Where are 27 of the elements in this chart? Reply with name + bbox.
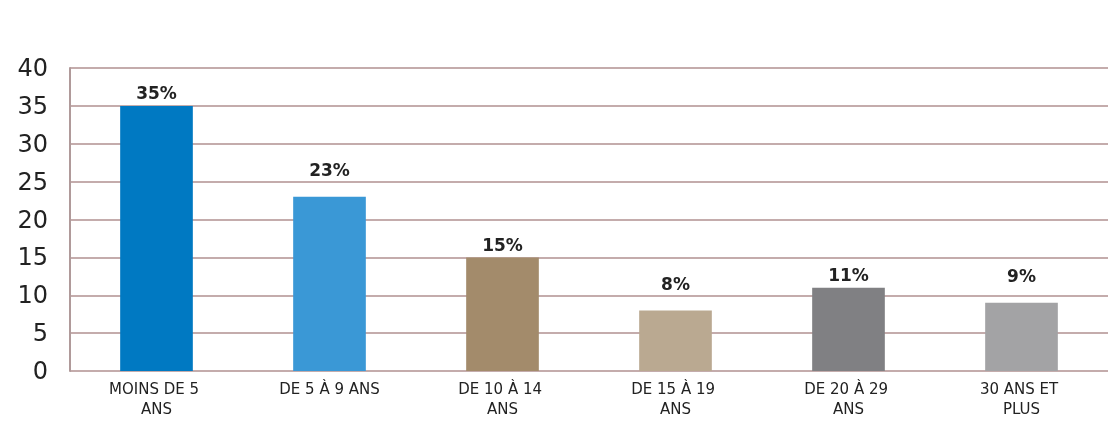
data-label: 8% [661, 273, 690, 294]
x-tick-label: 30 ANS ET PLUS [979, 380, 1064, 418]
y-tick-label: 15 [17, 243, 48, 272]
data-label: 11% [828, 265, 869, 286]
data-label: 35% [136, 83, 177, 104]
bar [812, 287, 885, 371]
bar [293, 196, 366, 371]
data-label: 23% [309, 160, 350, 181]
data-label: 15% [482, 234, 523, 255]
y-tick-label: 35 [17, 91, 48, 120]
y-tick-label: 25 [17, 167, 48, 196]
y-tick-label: 40 [17, 54, 48, 82]
bar [466, 257, 539, 371]
y-tick-label: 20 [17, 205, 48, 234]
bar [120, 105, 193, 371]
y-tick-label: 5 [32, 319, 48, 348]
x-tick-label: MOINS DE 5 ANS [109, 380, 204, 418]
y-tick-label: 10 [17, 281, 48, 310]
y-tick-label: 0 [32, 357, 48, 385]
x-tick-label: DE 20 À 29 ANS [804, 379, 893, 418]
data-label: 9% [1007, 266, 1036, 287]
x-tick-label: DE 10 À 14 ANS [458, 379, 547, 418]
bar [985, 302, 1058, 371]
x-tick-label: DE 5 À 9 ANS [279, 379, 380, 398]
bar [639, 310, 712, 371]
y-tick-label: 30 [17, 129, 48, 158]
x-tick-label: DE 15 À 19 ANS [631, 379, 720, 418]
